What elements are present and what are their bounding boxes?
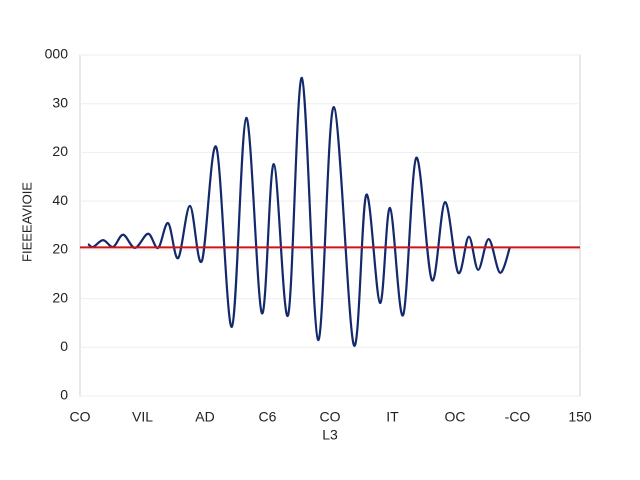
series-line <box>87 76 512 347</box>
y-tick-label: 20 <box>52 289 68 305</box>
x-tick-label: 150 <box>568 409 592 425</box>
x-tick-label: -CO <box>505 409 531 425</box>
y-tick-label: 000 <box>45 46 69 62</box>
y-tick-label: 0 <box>60 338 68 354</box>
y-tick-label: 20 <box>52 241 68 257</box>
x-axis-label: L3 <box>322 427 338 443</box>
plot-frame <box>79 54 581 397</box>
y-tick-label: 20 <box>52 143 68 159</box>
x-tick-label: IT <box>386 409 399 425</box>
y-tick-label: 0 <box>60 387 68 403</box>
x-tick-label: VIL <box>132 409 153 425</box>
x-tick-label: AD <box>195 409 214 425</box>
x-tick-label: CO <box>70 409 91 425</box>
y-tick-label: 40 <box>52 192 68 208</box>
y-tick-label: 30 <box>52 94 68 110</box>
x-tick-label: OC <box>445 409 466 425</box>
y-axis-label: FIEEEAVIOIE <box>19 182 34 262</box>
x-tick-label: CO <box>320 409 341 425</box>
x-tick-label: C6 <box>259 409 277 425</box>
